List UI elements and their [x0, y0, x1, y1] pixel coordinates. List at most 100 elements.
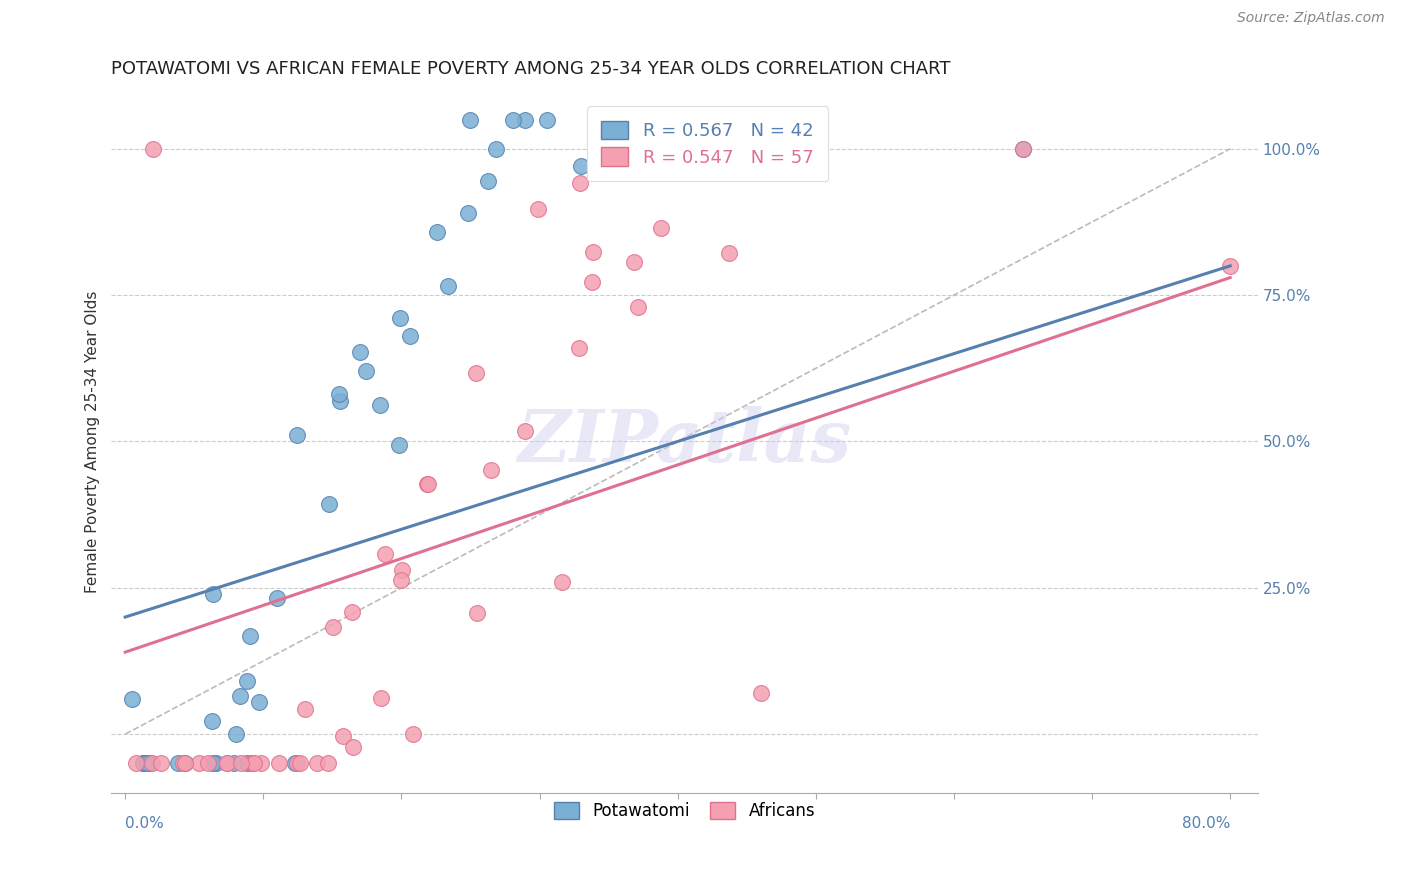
Point — [370, 691, 392, 706]
Text: Source: ZipAtlas.com: Source: ZipAtlas.com — [1237, 11, 1385, 25]
Legend: Potawatomi, Africans: Potawatomi, Africans — [541, 789, 828, 833]
Point — [187, 756, 209, 771]
Point — [342, 740, 364, 755]
Point — [197, 756, 219, 771]
Point — [623, 255, 645, 269]
Point — [721, 128, 744, 142]
Point — [172, 756, 194, 771]
Point — [328, 387, 350, 401]
Point — [284, 756, 307, 771]
Point — [502, 112, 524, 127]
Point — [215, 756, 238, 771]
Point — [121, 692, 143, 706]
Point — [756, 112, 779, 127]
Point — [374, 548, 396, 562]
Point — [316, 756, 339, 771]
Point — [136, 756, 159, 771]
Point — [536, 112, 558, 127]
Point — [388, 310, 411, 325]
Point — [142, 142, 165, 156]
Point — [174, 756, 197, 771]
Point — [201, 587, 224, 601]
Point — [399, 328, 422, 343]
Point — [124, 756, 146, 771]
Point — [426, 225, 449, 239]
Point — [349, 344, 371, 359]
Point — [640, 112, 662, 127]
Point — [569, 160, 592, 174]
Point — [551, 574, 574, 589]
Point — [242, 756, 264, 771]
Point — [269, 756, 291, 771]
Point — [738, 120, 761, 134]
Point — [294, 702, 316, 716]
Point — [581, 275, 603, 289]
Point — [388, 438, 411, 452]
Point — [131, 756, 153, 771]
Point — [415, 477, 437, 491]
Point — [201, 714, 224, 728]
Point — [141, 756, 163, 771]
Point — [215, 756, 238, 771]
Point — [329, 394, 352, 409]
Point — [465, 367, 488, 381]
Point — [675, 112, 697, 127]
Point — [235, 756, 257, 771]
Point — [568, 341, 591, 355]
Point — [1219, 259, 1241, 273]
Point — [322, 620, 344, 634]
Point — [266, 591, 288, 606]
Point — [285, 428, 308, 442]
Point — [174, 756, 197, 771]
Point — [229, 689, 252, 703]
Y-axis label: Female Poverty Among 25-34 Year Olds: Female Poverty Among 25-34 Year Olds — [86, 290, 100, 592]
Point — [457, 205, 479, 219]
Point — [131, 756, 153, 771]
Point — [243, 756, 266, 771]
Point — [205, 756, 228, 771]
Point — [224, 756, 246, 771]
Point — [236, 673, 259, 688]
Point — [239, 756, 262, 771]
Text: ZIPatlas: ZIPatlas — [517, 406, 852, 477]
Point — [239, 629, 262, 643]
Point — [340, 605, 363, 619]
Text: POTAWATOMI VS AFRICAN FEMALE POVERTY AMONG 25-34 YEAR OLDS CORRELATION CHART: POTAWATOMI VS AFRICAN FEMALE POVERTY AMO… — [111, 60, 950, 78]
Point — [513, 424, 536, 438]
Point — [132, 756, 155, 771]
Point — [305, 756, 328, 771]
Point — [513, 112, 536, 127]
Point — [485, 142, 508, 156]
Point — [627, 300, 650, 314]
Point — [225, 727, 247, 741]
Point — [437, 279, 460, 293]
Point — [644, 120, 666, 134]
Point — [201, 756, 224, 771]
Text: 0.0%: 0.0% — [125, 816, 165, 831]
Point — [717, 128, 740, 143]
Point — [749, 686, 772, 700]
Point — [1012, 142, 1035, 156]
Point — [568, 176, 591, 190]
Point — [418, 477, 440, 491]
Point — [285, 756, 308, 771]
Point — [150, 756, 173, 771]
Point — [229, 756, 252, 771]
Point — [356, 363, 378, 377]
Point — [139, 756, 162, 771]
Point — [391, 563, 413, 577]
Point — [167, 756, 190, 771]
Point — [527, 202, 550, 216]
Point — [479, 463, 502, 477]
Point — [249, 756, 271, 771]
Point — [458, 112, 481, 127]
Point — [465, 606, 488, 620]
Point — [716, 112, 738, 127]
Point — [582, 244, 605, 259]
Point — [318, 497, 340, 511]
Point — [402, 727, 425, 741]
Point — [290, 756, 312, 771]
Text: 80.0%: 80.0% — [1182, 816, 1230, 831]
Point — [718, 245, 741, 260]
Point — [1012, 142, 1035, 156]
